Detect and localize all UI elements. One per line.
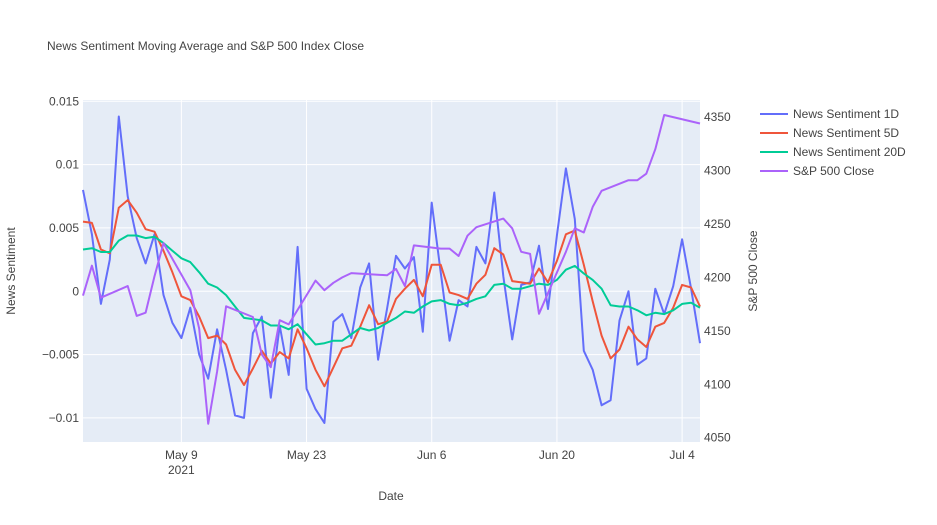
y2-axis-label: S&P 500 Close <box>746 230 760 311</box>
series-line-3 <box>82 234 701 346</box>
y-tick-label: 0.005 <box>49 221 79 235</box>
chart-title: News Sentiment Moving Average and S&P 50… <box>47 39 364 53</box>
y-axis-ticks: 0.015 0.01 0.005 0 −0.005 −0.01 <box>42 94 79 425</box>
legend[interactable]: News Sentiment 1D News Sentiment 5D News S… <box>760 107 906 178</box>
y-axis-label: News Sentiment <box>4 227 18 315</box>
x-axis-label: Date <box>378 489 404 503</box>
series-lines <box>82 114 701 425</box>
legend-item[interactable]: News Sentiment 20D <box>760 145 906 159</box>
y2-tick-label: 4300 <box>704 164 731 178</box>
legend-label: News Sentiment 5D <box>793 126 899 140</box>
series-line-2 <box>82 199 701 388</box>
x-tick-label: May 23 <box>287 448 327 462</box>
x-tick-label: Jul 4 <box>669 448 695 462</box>
legend-label: News Sentiment 20D <box>793 145 906 159</box>
series-line-1 <box>82 115 701 424</box>
x-tick-label: Jun 20 <box>539 448 575 462</box>
y2-tick-label: 4150 <box>704 324 731 338</box>
legend-item[interactable]: News Sentiment 5D <box>760 126 899 140</box>
y2-axis-ticks: 4050 4100 4150 4200 4250 4300 4350 <box>704 110 731 445</box>
y2-tick-label: 4050 <box>704 431 731 445</box>
y2-tick-label: 4200 <box>704 270 731 284</box>
y2-tick-label: 4100 <box>704 377 731 391</box>
x-tick-label: Jun 6 <box>417 448 447 462</box>
legend-label: News Sentiment 1D <box>793 107 899 121</box>
legend-label: S&P 500 Close <box>793 164 874 178</box>
y2-tick-label: 4350 <box>704 110 731 124</box>
y2-tick-label: 4250 <box>704 217 731 231</box>
y-tick-label: 0.01 <box>56 158 80 172</box>
y-tick-label: −0.005 <box>42 348 79 362</box>
y-tick-label: 0 <box>72 284 79 298</box>
y-tick-label: −0.01 <box>49 411 80 425</box>
x-tick-sublabel: 2021 <box>168 463 195 477</box>
legend-item[interactable]: S&P 500 Close <box>760 164 874 178</box>
series-line-4 <box>82 114 701 425</box>
legend-item[interactable]: News Sentiment 1D <box>760 107 899 121</box>
x-tick-label: May 9 <box>165 448 198 462</box>
y-tick-label: 0.015 <box>49 94 79 108</box>
